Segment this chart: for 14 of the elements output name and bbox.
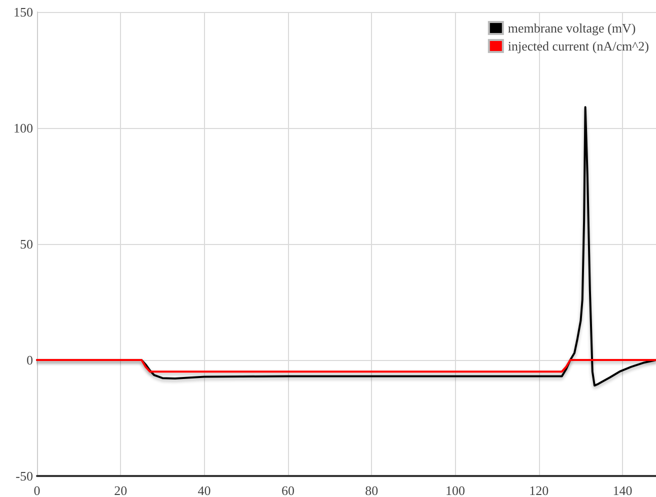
x-tick-label: 100 bbox=[445, 483, 465, 497]
x-tick-label: 120 bbox=[529, 483, 549, 497]
x-tick-label: 20 bbox=[114, 483, 128, 497]
y-tick-label: 150 bbox=[14, 4, 33, 20]
legend-label: injected current (nA/cm^2) bbox=[508, 38, 650, 54]
y-tick-label: -50 bbox=[16, 468, 33, 484]
y-tick-label: 50 bbox=[20, 236, 33, 252]
x-tick-label: 140 bbox=[612, 483, 632, 497]
legend-label: membrane voltage (mV) bbox=[508, 20, 636, 36]
x-tick-label: 60 bbox=[281, 483, 294, 497]
x-tick-label: 80 bbox=[365, 483, 378, 497]
y-tick-label: 100 bbox=[14, 120, 33, 136]
y-tick-label: 0 bbox=[26, 352, 33, 368]
x-tick-label: 40 bbox=[198, 483, 211, 497]
